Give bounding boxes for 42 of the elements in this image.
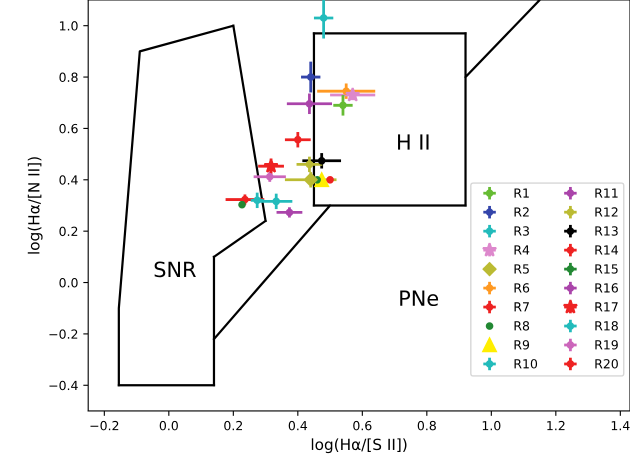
legend-label: R13 [595, 226, 618, 236]
x-axis-title: log(Hα/[S II]) [312, 438, 406, 454]
legend-label: R15 [595, 264, 618, 274]
legend-label: R20 [595, 359, 618, 369]
legend-label: R3 [514, 226, 529, 236]
text: 0.0 [59, 278, 78, 288]
legend-label: R8 [514, 321, 530, 331]
x-tick-label: −0.2 [90, 420, 118, 430]
x-tick-label: 0.2 [224, 420, 242, 430]
legend-label: R9 [514, 340, 530, 350]
legend-label: R19 [595, 340, 618, 350]
x-tick-label: 0.8 [418, 420, 436, 430]
y-tick-label: −0.2 [49, 329, 78, 339]
legend-label: R2 [514, 207, 529, 217]
legend-label: R17 [595, 302, 618, 312]
legend-label: R12 [595, 207, 618, 217]
x-tick-label: 0.6 [353, 420, 372, 430]
annotation: H II [398, 134, 429, 150]
y-tick-label: 0.2 [59, 226, 78, 236]
x-tick-label: 1.4 [612, 421, 630, 430]
annotation: SNR [154, 262, 196, 278]
y-axis-title: log(Hα/[N II]) [28, 157, 43, 254]
y-tick-label: 0.4 [59, 175, 78, 185]
x-tick-label: 1.2 [547, 420, 565, 430]
legend-label: R4 [514, 245, 530, 255]
y-tick-label: −0.4 [49, 380, 78, 390]
x-tick-label: 0.4 [288, 420, 308, 430]
y-tick-label: 0.8 [59, 72, 78, 82]
legend-label: R7 [514, 302, 529, 312]
text: 0.0 [160, 420, 178, 430]
legend-label: R6 [514, 283, 530, 293]
legend-label: R18 [595, 321, 618, 331]
legend-label: R14 [595, 245, 618, 255]
legend-label: R16 [595, 283, 618, 293]
text: 1.0 [482, 420, 500, 430]
legend-label: R11 [595, 188, 618, 198]
text: 1.0 [60, 21, 78, 31]
legend-label: R1 [514, 188, 529, 198]
y-tick-label: 0.6 [59, 124, 78, 134]
annotation: PNe [400, 290, 438, 306]
legend-label: R10 [514, 359, 538, 369]
legend-label: R5 [514, 264, 529, 274]
